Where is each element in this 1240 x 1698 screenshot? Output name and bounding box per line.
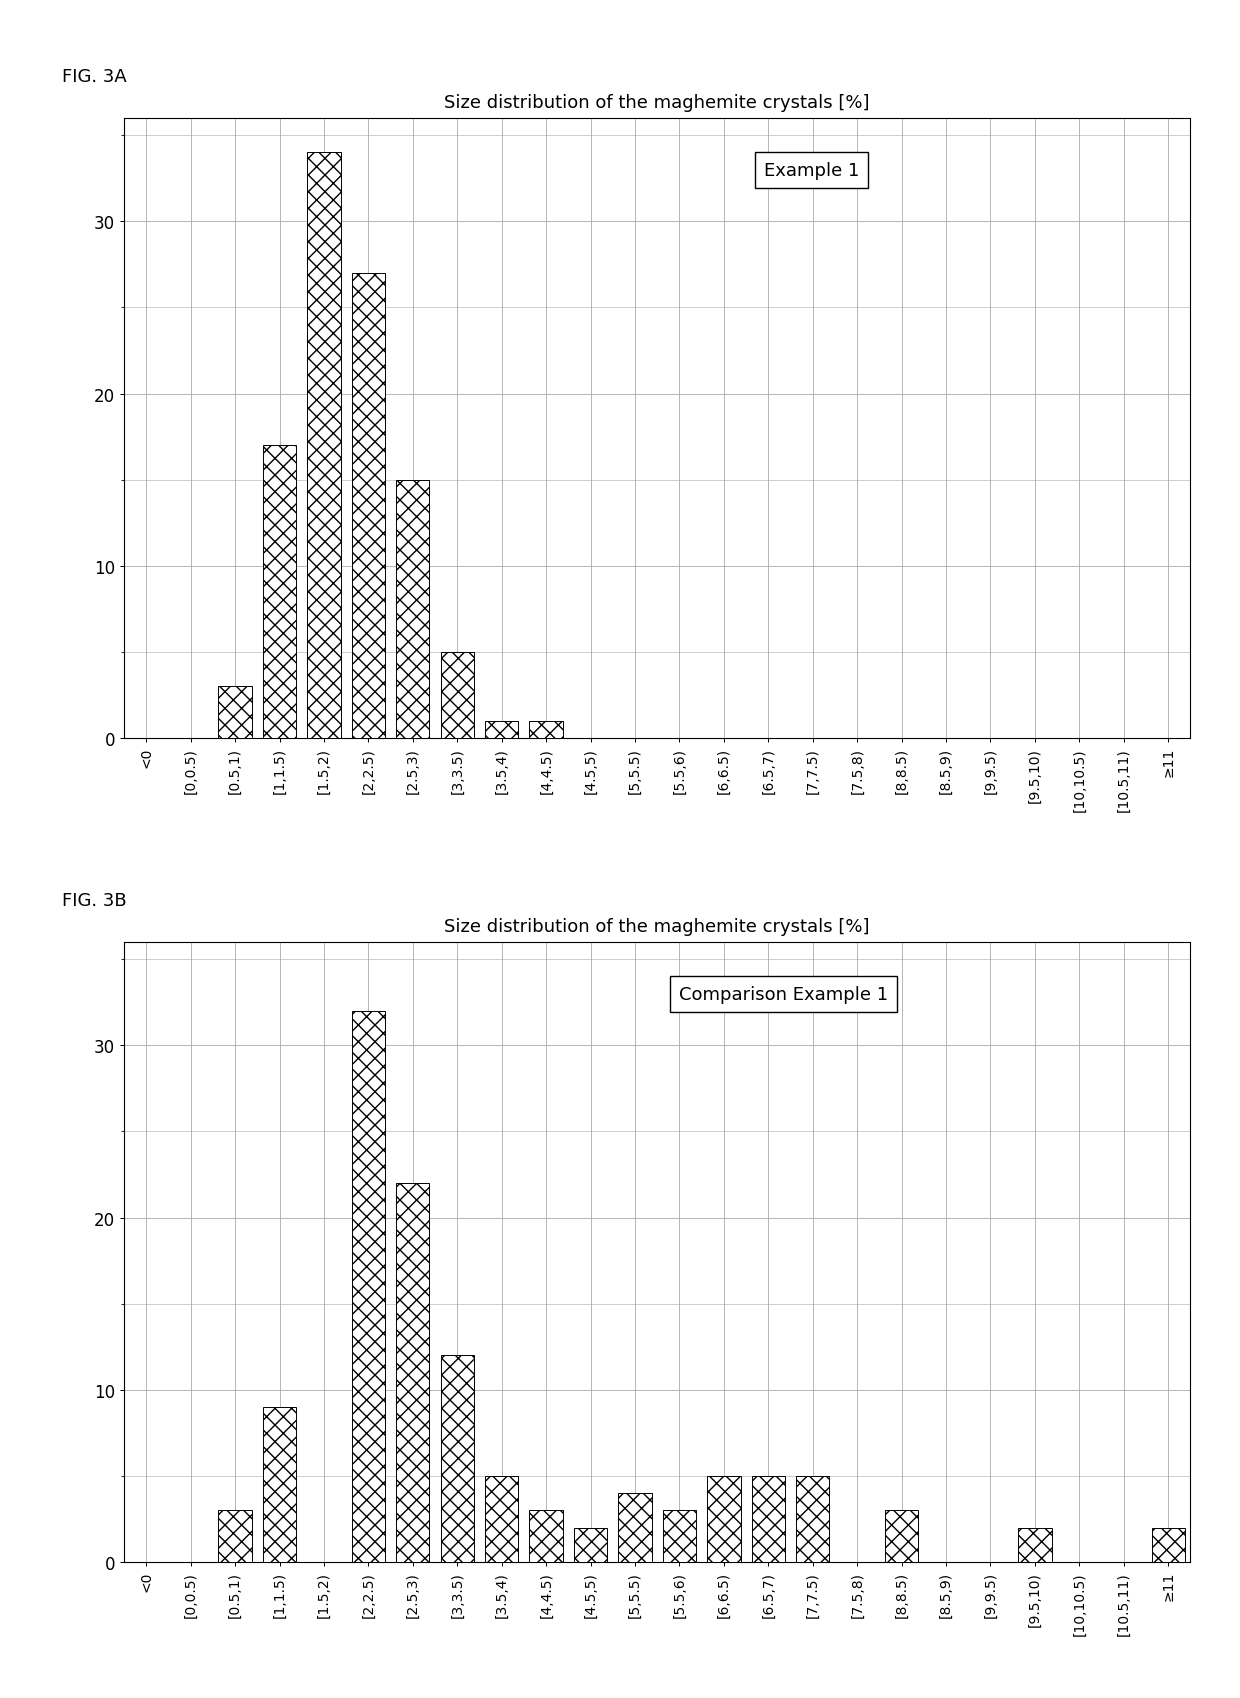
Bar	[485, 1476, 518, 1562]
Bar	[440, 1355, 474, 1562]
Bar	[529, 722, 563, 739]
Bar	[707, 1476, 740, 1562]
Text: FIG. 3B: FIG. 3B	[62, 891, 126, 910]
Text: FIG. 3A: FIG. 3A	[62, 68, 126, 87]
Bar	[352, 273, 386, 739]
Bar	[796, 1476, 830, 1562]
Bar	[1018, 1528, 1052, 1562]
Bar	[619, 1493, 652, 1562]
Bar	[885, 1511, 919, 1562]
Bar	[218, 688, 252, 739]
Bar	[396, 1184, 429, 1562]
Bar	[396, 481, 429, 739]
Text: Comparison Example 1: Comparison Example 1	[678, 987, 888, 1004]
Bar	[218, 1511, 252, 1562]
Bar	[440, 652, 474, 739]
Title: Size distribution of the maghemite crystals [%]: Size distribution of the maghemite cryst…	[444, 93, 870, 112]
Bar	[263, 447, 296, 739]
Bar	[574, 1528, 608, 1562]
Title: Size distribution of the maghemite crystals [%]: Size distribution of the maghemite cryst…	[444, 917, 870, 936]
Bar	[529, 1511, 563, 1562]
Bar	[308, 153, 341, 739]
Bar	[1152, 1528, 1185, 1562]
Bar	[662, 1511, 696, 1562]
Bar	[263, 1408, 296, 1562]
Bar	[485, 722, 518, 739]
Bar	[352, 1012, 386, 1562]
Bar	[751, 1476, 785, 1562]
Text: Example 1: Example 1	[764, 163, 859, 180]
